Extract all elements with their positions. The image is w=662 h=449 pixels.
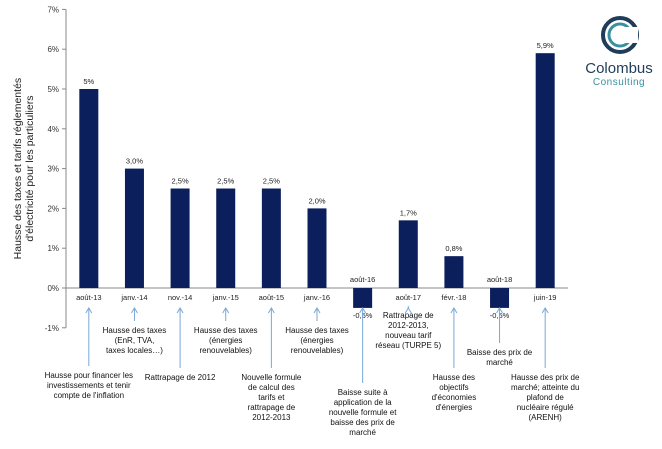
data-label: 0,8% [445, 244, 462, 253]
bar [307, 208, 327, 288]
x-tick-label: nov.-14 [168, 293, 192, 302]
x-tick-label: janv.-15 [212, 293, 239, 302]
annotation-arrow-head [496, 307, 503, 314]
x-tick-label: août-13 [76, 293, 101, 302]
bar [261, 188, 281, 288]
logo-name: Colombus [585, 60, 653, 77]
annotation-arrow-head [541, 307, 549, 314]
annotation: Hausse des taxes (énergies renouvelables) [285, 326, 349, 355]
bar [124, 168, 144, 288]
annotation-arrow-head [267, 307, 275, 314]
y-tick-label: 6% [47, 45, 59, 54]
data-label: 3,0% [126, 157, 143, 166]
annotation: Baisse suite à application de la nouvelle … [329, 388, 397, 437]
x-tick-label: juin-19 [533, 293, 557, 302]
data-label: 2,5% [263, 177, 280, 186]
annotation-arrow-head [450, 307, 458, 314]
y-tick-label: 4% [47, 125, 59, 134]
y-tick-label: 1% [47, 244, 59, 253]
x-tick-label: janv.-14 [120, 293, 147, 302]
bar [444, 256, 464, 288]
annotation-arrow-head [359, 307, 367, 314]
annotation: Rattrapage de 2012 [145, 373, 216, 382]
y-tick-label: 0% [47, 284, 59, 293]
data-label: 5% [83, 77, 94, 86]
y-tick-label: 7% [47, 5, 59, 14]
data-label: 1,7% [400, 208, 417, 217]
bar [170, 188, 190, 288]
bar [216, 188, 236, 288]
annotation: Hausse des objectifs d'économies d'énergies [432, 373, 477, 412]
y-tick-label: 2% [47, 204, 59, 213]
y-tick-label: 3% [47, 165, 59, 174]
annotation: Hausse des taxes (énergies renouvelables) [194, 326, 258, 355]
annotation: Hausse pour financer les investissements … [45, 371, 134, 400]
annotation-arrow-head [404, 307, 412, 314]
x-tick-label: août-16 [350, 275, 375, 284]
bar [79, 89, 99, 288]
annotation-arrow-head [176, 307, 184, 314]
colombus-logo-icon [601, 16, 639, 54]
data-label: 5,9% [537, 41, 554, 50]
y-axis-label: Hausse des taxes et tarifs réglementésd'… [12, 78, 36, 260]
data-label: 2,5% [217, 177, 234, 186]
bar [535, 53, 555, 289]
bar [398, 220, 418, 288]
annotation-arrow-head [222, 307, 230, 314]
bar [353, 288, 373, 308]
annotation: Nouvelle formule de calcul des tarifs et ra… [241, 373, 302, 422]
data-label: 2,5% [172, 177, 189, 186]
x-tick-label: févr.-18 [441, 293, 466, 302]
x-tick-label: août-15 [259, 293, 284, 302]
annotation-arrow-head [313, 307, 321, 314]
annotation-arrow-head [131, 307, 138, 314]
y-tick-label: -1% [45, 324, 59, 333]
annotation-arrow-head [85, 307, 93, 314]
x-tick-label: août-18 [487, 275, 512, 284]
logo-subtitle: Consulting [592, 77, 646, 88]
annotation: Rattrapage de 2012-2013, nouveau tarif rése… [375, 311, 441, 350]
x-tick-label: janv.-16 [303, 293, 330, 302]
y-tick-label: 5% [47, 85, 59, 94]
x-tick-label: août-17 [396, 293, 421, 302]
annotation: Hausse des taxes (EnR, TVA, taxes locales…… [103, 326, 167, 355]
data-label: 2,0% [308, 196, 325, 205]
bar [490, 288, 510, 308]
annotation: Baisse des prix de marché [467, 348, 533, 367]
annotation: Hausse des prix de marché; atteinte du pla… [511, 373, 580, 422]
